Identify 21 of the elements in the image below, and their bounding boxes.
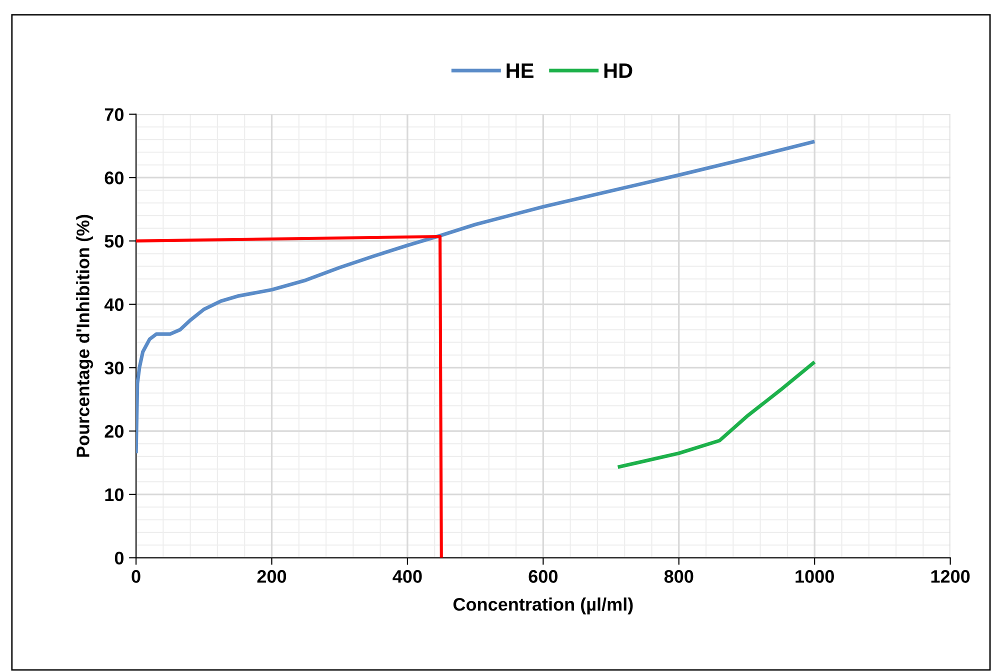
legend-label: HD: [604, 64, 632, 78]
line-series: [616, 360, 816, 469]
y-tick-label: 40: [104, 298, 124, 312]
y-tick-label: 30: [104, 362, 124, 374]
x-tick-label: 800: [664, 570, 694, 583]
y-tick-label: 20: [104, 424, 124, 438]
x-axis-title: Concentration (µl/ml): [453, 598, 633, 614]
x-tick-label: 0: [132, 570, 140, 583]
x-tick-label: 400: [392, 570, 422, 583]
y-tick-label: 0: [114, 552, 124, 564]
y-tick-label: 70: [104, 108, 124, 121]
y-tick-label: 50: [104, 234, 124, 248]
y-axis-title: Pourcentage d'Inhibition (%): [76, 214, 94, 457]
x-tick-label: 600: [528, 570, 558, 583]
y-tick-label: 10: [105, 488, 124, 502]
y-tick-label: 60: [104, 172, 124, 184]
legend-label: HE: [506, 64, 534, 78]
x-tick-label: 200: [257, 570, 286, 583]
line-series: [136, 140, 816, 456]
x-tick-label: 1200: [931, 570, 970, 583]
x-tick-label: 1000: [796, 570, 834, 583]
